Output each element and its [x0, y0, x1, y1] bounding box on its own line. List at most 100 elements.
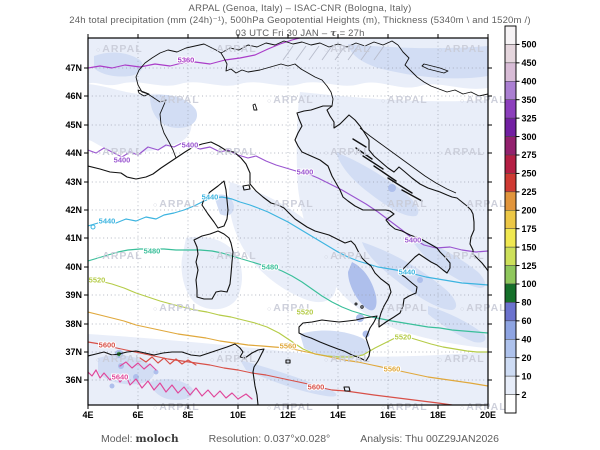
colorbar-cell	[504, 62, 517, 82]
arpal-watermark: ○ARPAL	[381, 94, 428, 106]
arpal-logo-icon: ○	[324, 254, 329, 261]
colorbar-tick-label: 175	[522, 224, 537, 234]
lat-label: 44N	[65, 148, 82, 158]
colorbar-tick-label: 20	[522, 353, 532, 363]
colorbar-tick-label: 450	[522, 58, 537, 68]
contour-value-label: 5560	[280, 342, 297, 351]
precipitation-shading	[88, 38, 488, 405]
arpal-logo-icon: ○	[267, 306, 272, 313]
lat-label: 38N	[65, 319, 82, 329]
lon-label: 10E	[230, 410, 246, 420]
colorbar-cell	[504, 265, 517, 285]
arpal-watermark: ○ARPAL	[153, 198, 200, 210]
contour-value-label: 5520	[395, 333, 412, 342]
colorbar-cell	[504, 81, 517, 100]
lon-label: 12E	[280, 410, 296, 420]
tau-symbol: τ	[330, 27, 337, 39]
colorbar-tick-label: 250	[522, 169, 537, 179]
arpal-logo-icon: ○	[324, 150, 329, 157]
contour-value-label: 5440	[202, 193, 219, 202]
header-validtime-line: 03 UTC Fri 30 JAN – τ = 27h	[0, 28, 600, 40]
colorbar-cell	[504, 117, 517, 137]
island-pantelleria	[285, 359, 291, 364]
lake-geneva	[137, 89, 150, 97]
lat-label: 36N	[65, 375, 82, 385]
colorbar-tick-label: 125	[522, 261, 537, 271]
arpal-logo-icon: ○	[381, 98, 386, 105]
arpal-logo-icon: ○	[324, 357, 329, 364]
colorbar-tick-label: 400	[522, 76, 537, 86]
arpal-logo-icon: ○	[153, 306, 158, 313]
contour-labels: 5360 5400 5400 5400 5400 5440 5440 5440 5480 5480…	[88, 55, 423, 393]
colorbar-cell	[504, 246, 517, 266]
arpal-watermark: ○ARPAL	[153, 302, 200, 314]
analysis-info: Analysis: Thu 00Z29JAN2026	[360, 433, 499, 445]
colorbar-tick-label: 60	[522, 316, 532, 326]
lake-garda	[252, 103, 258, 111]
arpal-logo-icon: ○	[460, 98, 465, 105]
arpal-logo-icon: ○	[153, 405, 158, 412]
arpal-watermark: ○ARPAL	[96, 43, 143, 55]
colorbar-cell	[504, 375, 517, 395]
resolution-value: 0.037°x0.028°	[264, 433, 331, 445]
contour-5600-wiggle	[139, 356, 197, 366]
arpal-logo-icon: ○	[267, 98, 272, 105]
coastline-balkans	[326, 105, 488, 272]
colorbar-cell	[504, 99, 517, 119]
coastline-sardinia	[193, 230, 234, 300]
border-croatia-bosnia	[359, 127, 457, 194]
colorbar-tick-label: 10	[522, 371, 532, 381]
colorbar-cell	[504, 191, 517, 211]
colorbar-tick-label: 40	[522, 334, 532, 344]
arpal-logo-icon: ○	[381, 306, 386, 313]
header: ARPAL (Genoa, Italy) – ISAC-CNR (Bologna…	[0, 3, 600, 40]
resolution-label: Resolution:	[208, 433, 262, 445]
lat-label: 43N	[65, 177, 82, 187]
arpal-logo-icon: ○	[438, 254, 443, 261]
lon-label: 18E	[430, 410, 446, 420]
arpal-logo-icon: ○	[460, 202, 465, 209]
header-org-line: ARPAL (Genoa, Italy) – ISAC-CNR (Bologna…	[188, 3, 412, 14]
contour-value-label: 5360	[178, 56, 195, 65]
colorbar-cell	[504, 173, 517, 193]
coastline-italy-mainland	[88, 105, 451, 328]
arpal-logo-icon: ○	[210, 254, 215, 261]
contour-5640	[88, 369, 253, 400]
contour-5520	[88, 278, 488, 358]
arpal-logo-icon: ○	[438, 357, 443, 364]
arpal-logo-icon: ○	[210, 357, 215, 364]
island-malta	[343, 386, 351, 392]
arpal-logo-icon: ○	[460, 306, 465, 313]
lake-balaton	[421, 63, 449, 74]
arpal-logo-icon: ○	[438, 47, 443, 54]
island-aeolian	[360, 305, 364, 309]
lat-label: 39N	[65, 290, 82, 300]
colorbar-cell	[504, 44, 517, 64]
arpal-watermark: ○ARPAL	[324, 353, 371, 365]
arpal-logo-icon: ○	[96, 357, 101, 364]
colorbar-cell	[504, 320, 517, 340]
arpal-watermark: ○ARPAL	[210, 250, 257, 262]
border-germany-austria	[220, 40, 399, 54]
arpal-watermark: ○ARPAL	[324, 250, 371, 262]
valid-time-text: 03 UTC Fri 30 JAN –	[235, 27, 331, 39]
axis-ticks-and-labels: 47N 46N 45N 44N 43N 42N 41N 40N 39N 38N 37N 36N 4E 6E…	[65, 34, 496, 420]
colorbar-cell	[504, 228, 517, 248]
watermark-layer: ○ARPAL ○ARPAL ○ARPAL ○ARPAL ○ARPAL ○ARPAL ○ARP…	[96, 43, 507, 413]
arpal-watermark: ○ARPAL	[438, 43, 485, 55]
dalmatian-islands	[352, 138, 423, 202]
contour-5600	[88, 341, 453, 405]
colorbar-tick-label: 80	[522, 298, 532, 308]
arpal-watermark: ○ARPAL	[460, 401, 507, 413]
arpal-logo-icon: ○	[153, 202, 158, 209]
lat-label: 46N	[65, 91, 82, 101]
colorbar-tick-label: 325	[522, 113, 537, 123]
arpal-watermark: ○ARPAL	[438, 250, 485, 262]
arpal-watermark: ○ARPAL	[96, 353, 143, 365]
colorbar-cell	[504, 357, 517, 377]
colorbar-tick-label: 100	[522, 279, 537, 289]
contour-value-label: 5640	[112, 373, 129, 382]
header-fields-line: 24h total precipitation (mm (24h)⁻¹), 50…	[69, 15, 531, 27]
border-alps-switzerland	[135, 43, 334, 159]
